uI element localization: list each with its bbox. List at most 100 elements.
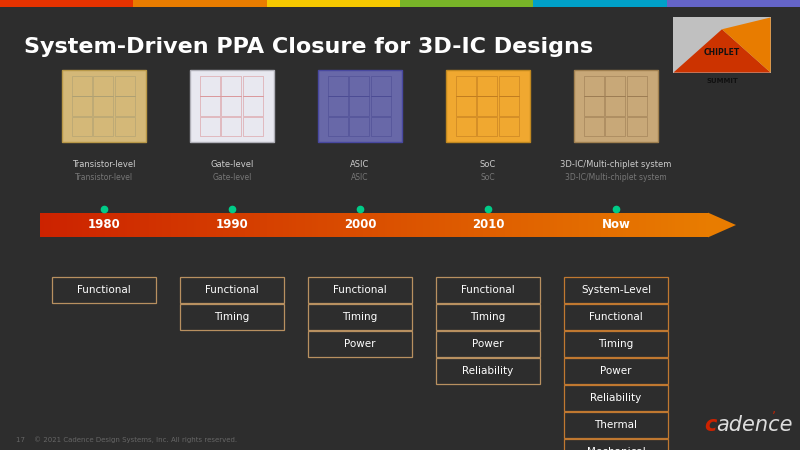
Bar [507,213,510,238]
Bar [566,213,569,238]
Bar [570,213,573,238]
Bar [436,213,439,238]
Bar [236,213,239,238]
Bar [216,213,219,238]
Bar [352,213,354,238]
Bar [626,76,646,96]
Bar [330,213,333,238]
Bar [142,213,146,238]
Text: Functional: Functional [461,285,515,295]
Bar [134,213,137,238]
Bar [626,96,646,116]
Bar [521,213,524,238]
Bar [332,213,334,238]
Bar [347,213,350,238]
Polygon shape [708,213,736,238]
Bar [247,213,250,238]
Bar [632,213,635,238]
Bar [327,213,330,238]
Bar [82,213,86,238]
Bar [180,213,183,238]
Polygon shape [674,29,770,72]
Bar [543,213,546,238]
Bar [336,213,339,238]
Bar [227,213,230,238]
Text: Timing: Timing [598,339,634,349]
Bar [672,213,675,238]
Bar [262,213,266,238]
Bar [628,213,631,238]
Bar [498,213,502,238]
Bar [140,213,143,238]
Bar [66,213,70,238]
Bar [74,213,77,238]
Bar [501,213,504,238]
Bar [220,213,223,238]
Bar [271,213,274,238]
Bar [654,213,658,238]
Bar [526,213,529,238]
Bar [98,213,101,238]
Bar [298,213,302,238]
Bar [702,213,704,238]
Bar [358,213,362,238]
FancyBboxPatch shape [563,304,669,330]
Bar [537,213,539,238]
Bar [452,213,455,238]
Text: Power: Power [344,339,376,349]
Bar [160,213,163,238]
Bar [250,213,252,238]
Bar [350,213,353,238]
Bar [136,213,138,238]
Bar [276,213,279,238]
Bar [403,213,406,238]
Bar [240,213,243,238]
Bar [189,213,192,238]
Bar [325,213,328,238]
Bar [626,117,646,136]
Bar [412,213,415,238]
Bar [650,213,653,238]
Bar [548,213,550,238]
Bar [606,96,626,116]
Text: c: c [704,415,716,435]
Bar [80,213,83,238]
Bar [597,213,600,238]
Bar [590,213,593,238]
Bar [356,213,359,238]
Text: SoC: SoC [480,160,496,169]
Bar [626,213,629,238]
Bar [147,213,150,238]
Bar [706,213,709,238]
Bar [478,76,498,96]
Bar [207,213,210,238]
Bar [584,96,604,116]
Bar [71,213,74,238]
Bar [51,213,54,238]
Bar [40,213,43,238]
Bar [187,213,190,238]
Bar [345,213,348,238]
Bar [350,96,370,116]
FancyBboxPatch shape [435,331,541,357]
Bar [122,213,126,238]
Bar [630,213,633,238]
Bar [512,213,515,238]
Bar [443,213,446,238]
Bar [390,213,393,238]
Text: 1990: 1990 [216,219,248,231]
Bar [302,213,306,238]
Bar [211,213,214,238]
Text: ʼ: ʼ [772,410,776,423]
Bar [532,213,535,238]
Bar [478,117,498,136]
Bar [623,213,626,238]
Bar [185,213,188,238]
Bar [49,213,52,238]
Bar [503,213,506,238]
Bar [231,213,234,238]
Bar [557,213,560,238]
Bar [414,213,417,238]
Bar [222,96,242,116]
Text: 3D-IC/Multi-chiplet system: 3D-IC/Multi-chiplet system [565,173,667,182]
